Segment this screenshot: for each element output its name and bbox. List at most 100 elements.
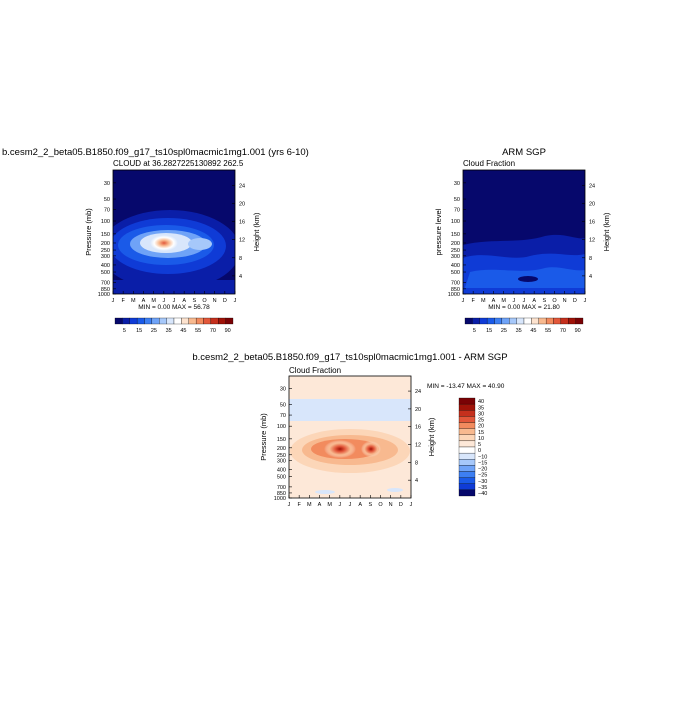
panel2-ytick-label: 400 [451,263,460,269]
panel3-colorbar-box [458,440,476,448]
panel1-ylabel: Pressure (mb) [84,208,93,256]
panel2-ytick-label: 200 [451,241,460,247]
panel1-colorbar-box [181,317,189,325]
panel3-colorbar-label: −35 [478,485,487,491]
panel1-colorbar: 5 15 25 35 45 55 70 90 [114,317,234,334]
panel3-xtick-label: M [327,502,332,508]
panel1-field [113,170,235,294]
panel2-xtick-label: D [573,298,577,304]
panel3-y2tick-label: 16 [415,425,421,431]
panel3-y2tick-label: 8 [415,460,418,466]
panel1-colorbar-label: 55 [195,328,201,334]
panel3-ytick-label: 300 [277,458,286,464]
panel1-colorbar-box [159,317,167,325]
panel3-colorbar-box [458,434,476,442]
panel1-ytick-label: 300 [101,254,110,260]
panel3-negative-patch-1 [315,490,335,494]
panel3-colorbar-label: −15 [478,460,487,466]
panel1-ytick-label: 700 [101,281,110,287]
panel2-y2tick-label: 8 [589,256,592,262]
panel3-maximum-2 [361,441,381,457]
panel1-xtick-label: M [131,298,136,304]
panel1-colorbar-box [114,317,123,325]
panel1-y2tick-label: 4 [239,274,242,280]
panel3-colorbar-box [458,403,476,411]
panel2-ytick-label: 100 [451,219,460,225]
panel1-colorbar-box [166,317,175,325]
panel2-subtitle: Cloud Fraction [463,159,515,168]
panel3-ytick-label: 70 [280,413,286,419]
panel2-ytick-label: 300 [451,254,460,260]
panel3-colorbar-label: −30 [478,479,487,485]
panel3-colorbar-label: 0 [478,448,481,454]
panel1-colorbar-box [188,317,197,325]
panel2-colorbar-label: 45 [530,328,536,334]
panel3-xtick-label: D [399,502,403,508]
panel2-field [463,170,585,294]
panel1-ytick-label: 50 [104,197,110,203]
panel2-xtick-label: J [462,298,465,304]
panel2-colorbar-box [568,317,576,325]
panel3-colorbar-box [458,446,476,454]
panel2-xtick-label: F [471,298,475,304]
panel2-colorbar-label: 5 [473,328,476,334]
panel1-y2tick-label: 12 [239,238,245,244]
panel1-colorbar-box [129,317,138,325]
panel2-colorbar-label: 25 [501,328,507,334]
panel2-colorbar-box [575,317,584,325]
panel2-xtick-label: S [542,298,546,304]
panel2-colorbar-box [523,317,532,325]
panel1-y2tick-label: 8 [239,256,242,262]
panel2-xtick-label: J [523,298,526,304]
panel3-xtick-label: J [288,502,291,508]
panel2-ytick-label: 150 [451,232,460,238]
panel3-ytick-label: 250 [277,453,286,459]
panel2-colorbar-box [479,317,488,325]
panel3-ytick-label: 500 [277,474,286,480]
panel1-ytick-label: 250 [101,248,110,254]
panel1-xtick-label: A [182,298,186,304]
panel1-colorbar-box [225,317,234,325]
panel3-colorbar-box [458,416,476,423]
panel1-xtick-label: J [162,298,165,304]
panel1-colorbar-box [195,317,204,325]
panel2-colorbar-label: 90 [575,328,581,334]
panel3-ytick-label: 200 [277,446,286,452]
panel3-colorbar-box [458,428,476,435]
panel2-colorbar: 5 15 25 35 45 55 70 90 [464,317,584,334]
panel3-colorbar-label: −10 [478,454,487,460]
panel1-ytick-label: 850 [101,287,110,293]
panel3-y2tick-label: 20 [415,407,421,413]
panel1-contour-6 [188,238,212,250]
panel2-xtick-label: J [512,298,515,304]
panel3-negative-band [289,399,411,421]
panel1-ytick-label: 400 [101,263,110,269]
panel2-colorbar-box [545,317,554,325]
panel2-minmax: MIN = 0.00 MAX = 21.80 [488,304,560,311]
panel1-y2tick-label: 20 [239,201,245,207]
panel1-xtick-label: J [234,298,237,304]
panel1-subtitle: CLOUD at 36.2827225130892 262.5 [113,159,244,168]
panel3-xtick-label: J [349,502,352,508]
panel3-colorbar-label: 20 [478,424,484,430]
panel2-xtick-label: J [584,298,587,304]
panel2-colorbar-box [538,317,547,325]
panel2-y2tick-label: 24 [589,183,595,189]
panel2-y2tick-label: 4 [589,274,592,280]
panel2-colorbar-label: 35 [516,328,522,334]
panel2-colorbar-box [516,317,525,325]
panel1-colorbar-box [210,317,219,325]
panel3-ytick-label: 700 [277,485,286,491]
panel2-colorbar-label: 55 [545,328,551,334]
panel1-colorbar-box [144,317,153,325]
panel3-xtick-label: A [358,502,362,508]
panel2-y2label: Height (km) [602,212,611,251]
panel3-maximum-1 [324,440,356,458]
panel3-ytick-label: 1000 [274,496,286,502]
panel1-colorbar-box [173,317,182,325]
panel3-colorbar-label: −25 [478,473,487,479]
panel2-xtick-label: A [532,298,536,304]
panel1-y2tick-label: 24 [239,183,245,189]
